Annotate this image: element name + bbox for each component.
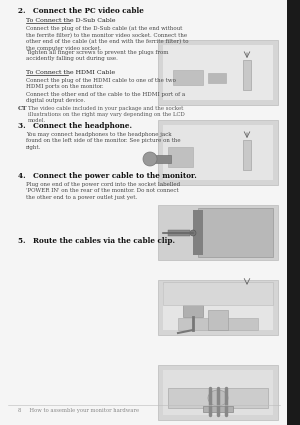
- Bar: [153, 155, 171, 163]
- Text: To Connect the D-Sub Cable: To Connect the D-Sub Cable: [26, 18, 116, 23]
- Bar: [193, 210, 203, 255]
- Bar: [163, 125, 273, 180]
- Bar: [168, 388, 268, 408]
- Bar: [158, 365, 278, 420]
- Bar: [158, 40, 278, 105]
- Text: Connect the other end of the cable to the HDMI port of a
digital output device.: Connect the other end of the cable to th…: [26, 92, 185, 103]
- Bar: [158, 280, 278, 335]
- Text: Tighten all finger screws to prevent the plugs from
accidently falling out durin: Tighten all finger screws to prevent the…: [26, 50, 169, 61]
- Text: The video cable included in your package and the socket
illustrations on the rig: The video cable included in your package…: [28, 106, 185, 123]
- Bar: [163, 370, 273, 415]
- Text: 5.   Route the cables via the cable clip.: 5. Route the cables via the cable clip.: [18, 237, 175, 245]
- Text: Connect the plug of the HDMI cable to one of the two
HDMI ports on the monitor.: Connect the plug of the HDMI cable to on…: [26, 78, 176, 89]
- Bar: [243, 60, 251, 90]
- Bar: [178, 318, 258, 330]
- Bar: [168, 230, 190, 236]
- Bar: [243, 140, 251, 170]
- Bar: [163, 285, 273, 330]
- Bar: [203, 406, 233, 412]
- Ellipse shape: [143, 152, 157, 166]
- Bar: [198, 208, 273, 257]
- Ellipse shape: [208, 390, 228, 406]
- Text: To Connect the HDMI Cable: To Connect the HDMI Cable: [26, 70, 115, 75]
- Text: Connect the plug of the D-Sub cable (at the end without
the ferrite filter) to t: Connect the plug of the D-Sub cable (at …: [26, 26, 188, 51]
- Bar: [168, 147, 193, 167]
- Text: CT: CT: [18, 106, 28, 111]
- Bar: [158, 205, 278, 260]
- Ellipse shape: [190, 230, 196, 236]
- Bar: [158, 120, 278, 185]
- Bar: [208, 310, 228, 330]
- Bar: [208, 73, 226, 83]
- Bar: [287, 0, 300, 425]
- Bar: [173, 70, 203, 85]
- Text: 2.   Connect the PC video cable: 2. Connect the PC video cable: [18, 7, 144, 15]
- Text: You may connect headphones to the headphone jack
found on the left side of the m: You may connect headphones to the headph…: [26, 132, 181, 150]
- Bar: [163, 45, 273, 100]
- Text: 3.   Connect the headphone.: 3. Connect the headphone.: [18, 122, 132, 130]
- Bar: [163, 282, 273, 305]
- Text: 8     How to assemble your monitor hardware: 8 How to assemble your monitor hardware: [18, 408, 139, 413]
- Text: 4.   Connect the power cable to the monitor.: 4. Connect the power cable to the monito…: [18, 172, 197, 180]
- Bar: [183, 305, 203, 317]
- Text: Plug one end of the power cord into the socket labelled
'POWER IN' on the rear o: Plug one end of the power cord into the …: [26, 182, 180, 200]
